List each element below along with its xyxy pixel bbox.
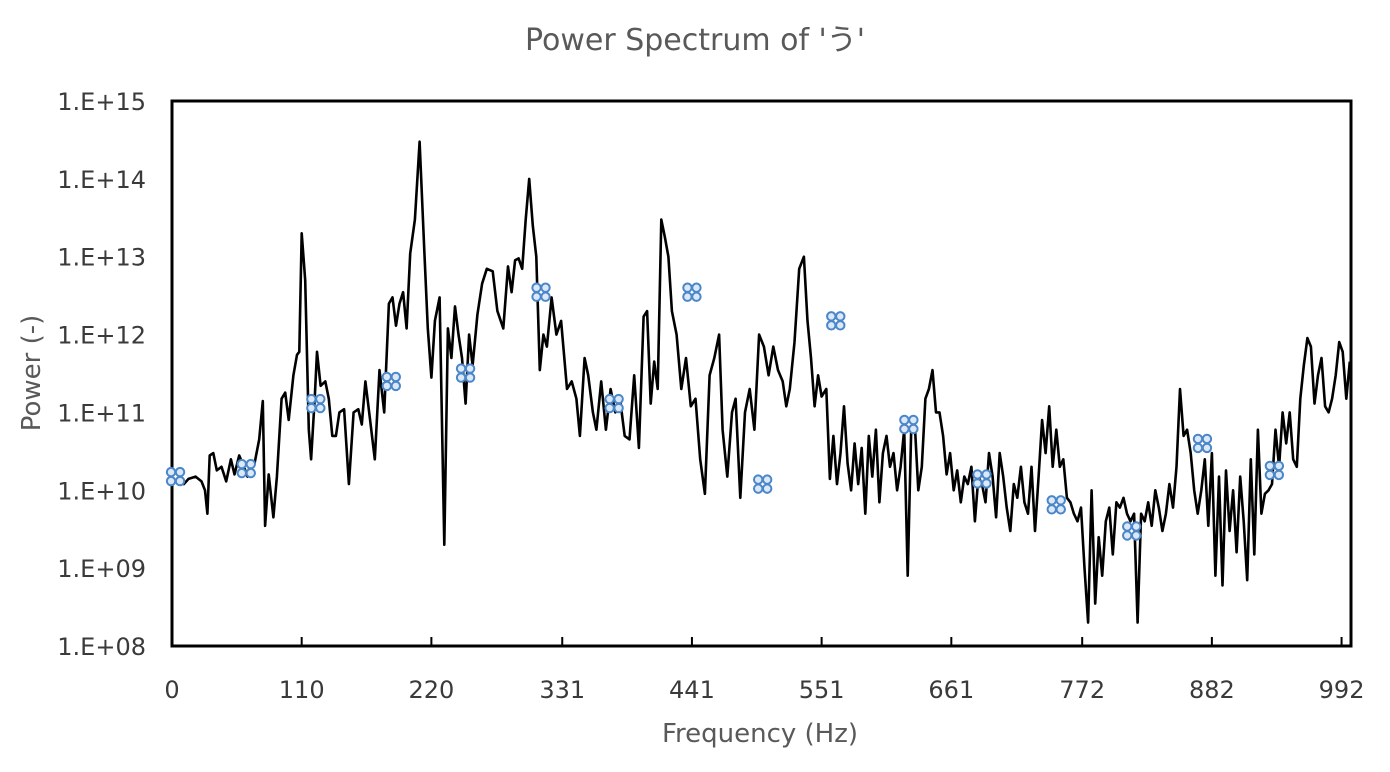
plot-frame xyxy=(170,99,1353,648)
peak-marker xyxy=(1046,495,1066,515)
x-tick-label: 772 xyxy=(1059,676,1105,704)
x-tick-label: 331 xyxy=(539,676,585,704)
peak-marker xyxy=(752,474,773,494)
peak-marker xyxy=(1192,433,1213,454)
y-tick-label: 1.E+11 xyxy=(57,399,146,427)
y-tick-label: 1.E+12 xyxy=(57,322,146,350)
x-tick-label: 0 xyxy=(164,676,179,704)
peak-marker xyxy=(682,282,702,302)
chart-title: Power Spectrum of 'う' xyxy=(525,23,865,58)
y-axis-label: Power (-) xyxy=(17,315,47,432)
peak-marker xyxy=(1264,460,1285,481)
y-tick-label: 1.E+14 xyxy=(57,166,146,194)
peak-marker xyxy=(972,469,992,489)
y-tick-label: 1.E+10 xyxy=(57,477,146,505)
y-tick-label: 1.E+09 xyxy=(57,555,146,583)
x-tick-label: 220 xyxy=(408,676,454,704)
x-tick-label: 110 xyxy=(279,676,325,704)
y-tick-label: 1.E+08 xyxy=(57,633,146,661)
x-tick-label: 992 xyxy=(1319,676,1365,704)
y-tick-label: 1.E+13 xyxy=(57,244,146,272)
peak-marker xyxy=(1122,521,1142,541)
peak-marker xyxy=(899,414,919,435)
peak-marker xyxy=(826,311,846,331)
peak-marker xyxy=(381,371,401,392)
x-tick-label: 882 xyxy=(1189,676,1235,704)
peak-marker xyxy=(455,363,476,383)
x-tick-label: 661 xyxy=(928,676,974,704)
peak-marker xyxy=(236,458,256,479)
y-tick-label: 1.E+15 xyxy=(57,88,146,116)
x-tick-label: 441 xyxy=(669,676,715,704)
y-axis-ticks: 1.E+15 1.E+14 1.E+13 1.E+12 1.E+11 1.E+10 1.E+… xyxy=(57,88,146,661)
peak-marker xyxy=(604,393,624,414)
peak-marker xyxy=(306,393,326,414)
x-axis-label: Frequency (Hz) xyxy=(662,719,858,749)
peak-marker xyxy=(165,466,186,487)
x-tick-label: 551 xyxy=(799,676,845,704)
plot-area xyxy=(165,99,1353,648)
peak-marker xyxy=(531,282,551,302)
series-line xyxy=(171,140,1352,624)
